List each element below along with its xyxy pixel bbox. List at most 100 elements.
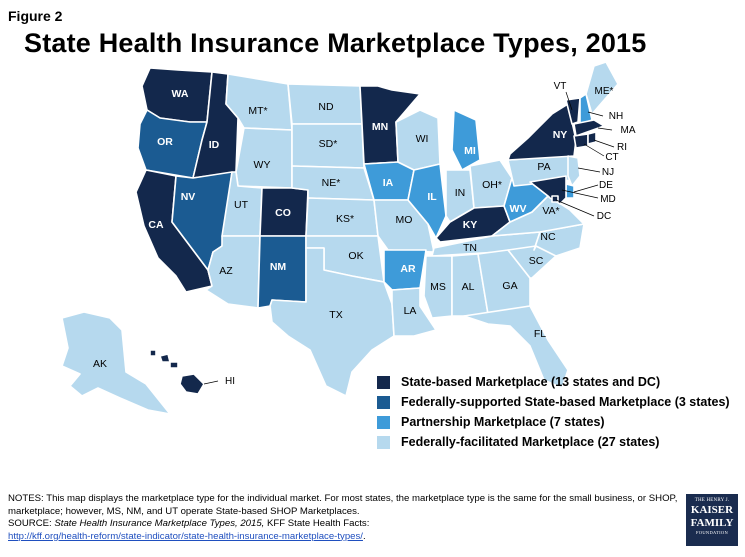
label-CA: CA [148, 219, 164, 231]
source-link-end: . [362, 530, 366, 542]
label-NH: NH [609, 111, 623, 122]
source-rest: KFF State Health Facts: [264, 518, 370, 529]
label-TX: TX [329, 309, 342, 321]
notes: NOTES: This map displays the marketplace… [8, 493, 680, 543]
label-NJ: NJ [602, 167, 614, 178]
state-TX[interactable] [269, 247, 395, 397]
logo-line-1: THE HENRY J. [694, 498, 730, 503]
state-GA[interactable] [477, 249, 531, 315]
label-MS: MS [430, 281, 446, 293]
label-DE: DE [599, 180, 613, 191]
legend-swatch [376, 374, 391, 390]
label-OK: OK [348, 250, 363, 262]
state-HI[interactable] [179, 373, 205, 395]
callout-de [573, 184, 599, 193]
state-HI-group [149, 349, 205, 395]
label-ND: ND [318, 101, 334, 113]
legend-label: Federally-facilitated Marketplace (27 st… [401, 435, 660, 449]
label-AZ: AZ [219, 265, 233, 277]
label-IA: IA [383, 177, 394, 189]
us-map: WA OR CA ID NV MT* WY UT AZ CO NM ND SD*… [61, 61, 636, 415]
label-CT: CT [605, 152, 618, 163]
source-link-line: http://kff.org/health-reform/state-indic… [8, 531, 680, 544]
label-MN: MN [372, 121, 388, 133]
logo-line-3: FAMILY [690, 517, 734, 529]
source-link[interactable]: http://kff.org/health-reform/state-indic… [8, 530, 363, 542]
label-VT: VT [554, 81, 567, 92]
legend-item-federally-supported: Federally-supported State-based Marketpl… [376, 392, 730, 412]
legend-item-state-based: State-based Marketplace (13 states and D… [376, 372, 730, 392]
label-GA: GA [502, 280, 517, 292]
legend: State-based Marketplace (13 states and D… [376, 372, 730, 452]
state-CT[interactable] [573, 133, 589, 149]
label-TN: TN [463, 242, 477, 254]
label-VA: VA* [542, 205, 559, 217]
state-MS[interactable] [423, 255, 453, 319]
label-KS: KS* [336, 213, 354, 225]
callout-nj [577, 167, 601, 173]
label-ME: ME* [595, 86, 614, 97]
state-SC[interactable] [507, 245, 557, 279]
label-OR: OR [157, 136, 173, 148]
callout-dc [555, 199, 595, 217]
state-WY[interactable] [235, 127, 293, 189]
state-MI[interactable] [451, 109, 481, 171]
state-ME[interactable] [585, 61, 619, 115]
state-FL[interactable] [463, 305, 569, 389]
callout-vt [565, 91, 573, 111]
label-KY: KY [463, 219, 478, 231]
label-DC: DC [597, 211, 611, 222]
state-HI-island-1[interactable] [159, 353, 171, 363]
legend-item-federally-facilitated: Federally-facilitated Marketplace (27 st… [376, 432, 730, 452]
callout-ri [593, 139, 615, 148]
state-NJ[interactable] [567, 155, 581, 187]
state-RI[interactable] [587, 131, 597, 145]
label-NM: NM [270, 261, 287, 273]
label-MT: MT* [248, 105, 267, 117]
figure-label: Figure 2 [8, 8, 63, 24]
legend-item-partnership: Partnership Marketplace (7 states) [376, 412, 730, 432]
logo-line-4: FOUNDATION [696, 530, 728, 535]
label-ID: ID [209, 139, 220, 151]
label-AK: AK [93, 358, 107, 370]
label-MO: MO [396, 214, 413, 226]
label-WA: WA [172, 88, 189, 100]
legend-swatch [376, 394, 391, 410]
label-NV: NV [181, 191, 196, 203]
label-LA: LA [404, 305, 417, 317]
label-AL: AL [462, 281, 475, 293]
callout-ct [583, 143, 605, 157]
legend-swatch [376, 434, 391, 450]
state-DC[interactable] [551, 195, 559, 203]
label-WI: WI [416, 133, 429, 145]
logo-line-2: KAISER [690, 504, 734, 516]
callout-md [561, 189, 599, 199]
label-AR: AR [400, 263, 416, 275]
label-NE: NE* [322, 177, 341, 189]
source-title: State Health Insurance Marketplace Types… [54, 518, 265, 529]
label-HI: HI [225, 376, 235, 387]
legend-label: Federally-supported State-based Marketpl… [401, 395, 730, 409]
state-LA[interactable] [391, 287, 437, 337]
notes-text: NOTES: This map displays the marketplace… [8, 493, 678, 517]
label-MA: MA [621, 125, 636, 136]
state-HI-island-2[interactable] [169, 361, 179, 369]
label-SD: SD* [319, 138, 338, 150]
state-HI-island-3[interactable] [149, 349, 157, 357]
legend-label: State-based Marketplace (13 states and D… [401, 375, 661, 389]
state-VT[interactable] [565, 97, 581, 125]
page-title: State Health Insurance Marketplace Types… [24, 28, 647, 58]
state-MA[interactable] [573, 119, 605, 137]
callout-ma [597, 127, 613, 131]
callout-nh [587, 111, 604, 117]
label-WY: WY [254, 159, 271, 171]
label-PA: PA [537, 161, 550, 173]
label-UT: UT [234, 199, 249, 211]
legend-swatch [376, 414, 391, 430]
state-AK[interactable] [61, 311, 171, 415]
label-WV: WV [510, 203, 527, 215]
label-CO: CO [275, 207, 291, 219]
label-NC: NC [540, 231, 556, 243]
label-IN: IN [455, 187, 466, 199]
label-OH: OH* [482, 179, 502, 191]
